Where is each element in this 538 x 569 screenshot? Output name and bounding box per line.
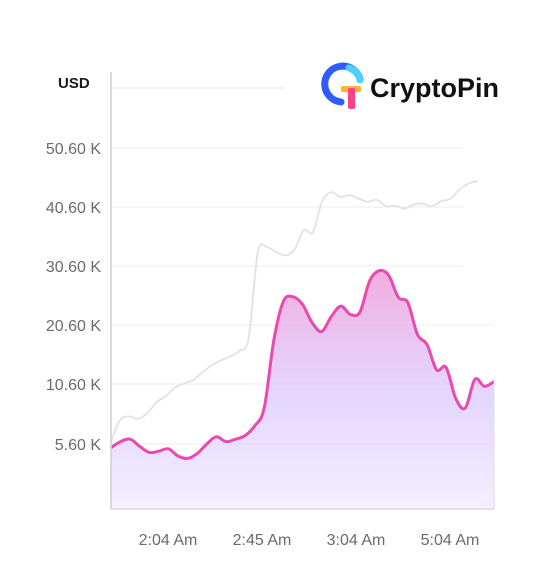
y-tick-label: 40.60 K (46, 200, 101, 217)
x-tick-label: 3:04 Am (327, 532, 386, 549)
secondary-line-series (110, 180, 479, 442)
x-tick-label: 2:04 Am (139, 532, 198, 549)
y-axis-title: USD (58, 75, 90, 92)
y-tick-label: 30.60 K (46, 259, 101, 276)
x-tick-labels: 2:04 Am 2:45 Am 3:04 Am 5:04 Am (139, 532, 480, 549)
brand-logo: CryptoPin (321, 62, 499, 109)
cryptopin-logo-icon (321, 62, 364, 109)
x-tick-label: 2:45 Am (233, 532, 292, 549)
y-tick-label: 50.60 K (46, 141, 101, 158)
x-tick-label: 5:04 Am (421, 532, 480, 549)
brand-name: CryptoPin (370, 73, 499, 103)
y-tick-labels: 50.60 K 40.60 K 30.60 K 20.60 K 10.60 K 5.60 … (46, 141, 101, 454)
y-tick-label: 20.60 K (46, 318, 101, 335)
y-tick-label: 10.60 K (46, 377, 101, 394)
primary-line-series (110, 268, 495, 460)
area-series-fill (111, 270, 494, 509)
y-tick-label: 5.60 K (55, 437, 102, 454)
